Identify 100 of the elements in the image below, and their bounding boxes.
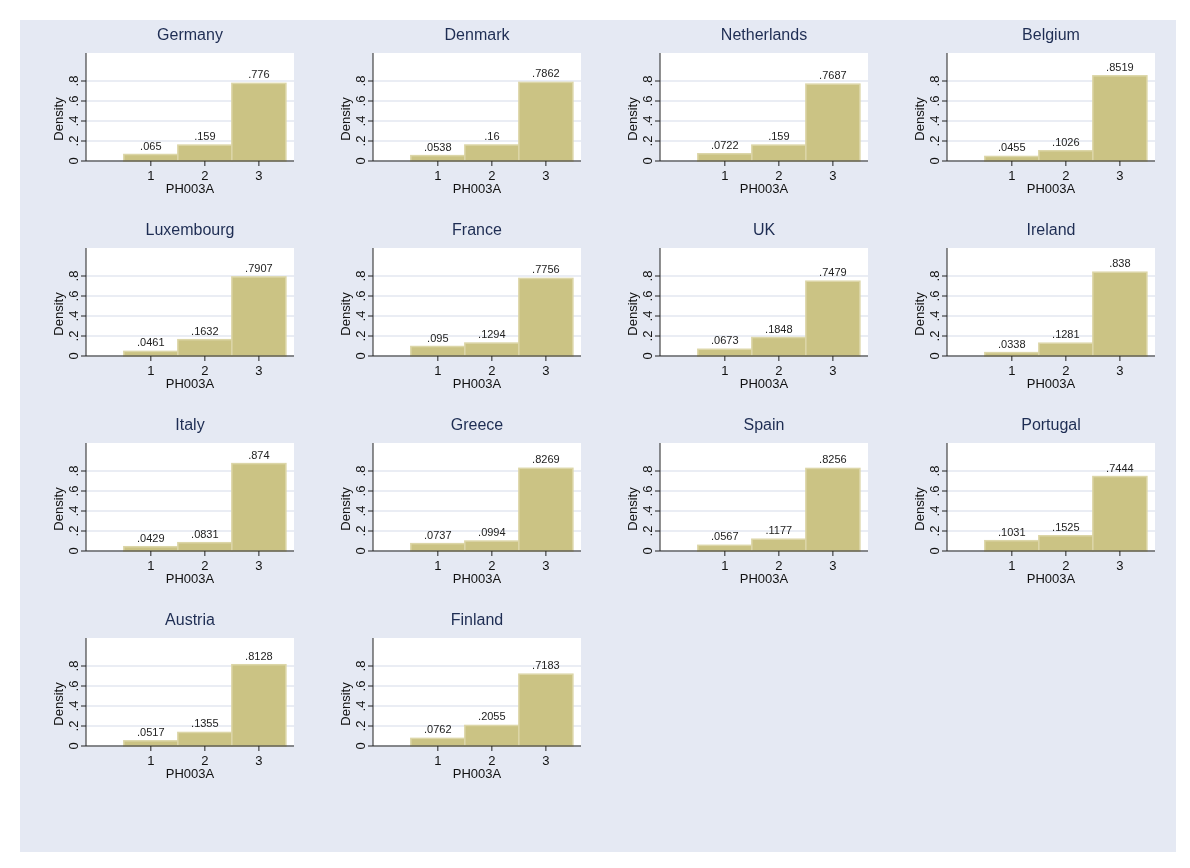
x-tick-label: 1 — [721, 168, 729, 183]
x-axis-title: PH003A — [1026, 571, 1076, 586]
y-tick-label: .2 — [927, 525, 942, 537]
y-tick-label: 0 — [927, 547, 942, 555]
y-tick-label: .6 — [927, 485, 942, 497]
x-tick-label: 3 — [1116, 363, 1124, 378]
chart-title: Belgium — [1022, 26, 1080, 43]
chart-title: Germany — [157, 26, 223, 43]
x-tick-label: 1 — [721, 558, 729, 573]
x-axis-title: PH003A — [452, 181, 502, 196]
data-label: .1848 — [765, 322, 793, 335]
data-label: .159 — [768, 130, 790, 143]
x-tick-label: 3 — [255, 168, 263, 183]
data-label: .7183 — [532, 659, 560, 672]
data-label: .2055 — [478, 710, 506, 723]
y-tick-label: .8 — [353, 75, 368, 87]
y-axis-title: Density — [338, 486, 353, 531]
data-label: .1525 — [1052, 520, 1080, 533]
x-axis-title: PH003A — [165, 376, 215, 391]
data-label: .0517 — [137, 725, 165, 738]
y-tick-label: .4 — [66, 505, 81, 517]
y-tick-label: .2 — [353, 720, 368, 732]
y-axis-title: Density — [51, 681, 66, 726]
x-axis-title: PH003A — [739, 376, 789, 391]
y-tick-label: 0 — [66, 547, 81, 555]
y-tick-label: 0 — [66, 157, 81, 165]
y-tick-label: .8 — [640, 270, 655, 282]
data-label: .0722 — [711, 138, 739, 151]
x-tick-label: 2 — [775, 558, 783, 573]
x-tick-label: 1 — [1008, 168, 1016, 183]
x-tick-label: 2 — [201, 363, 209, 378]
data-label: .1294 — [478, 328, 506, 341]
data-label: .8128 — [245, 649, 273, 662]
y-tick-label: 0 — [640, 547, 655, 555]
y-tick-label: .6 — [640, 485, 655, 497]
y-tick-label: 0 — [927, 157, 942, 165]
x-axis-title: PH003A — [452, 571, 502, 586]
y-tick-label: .8 — [66, 660, 81, 672]
chart-title: Portugal — [1021, 416, 1081, 433]
x-axis-title: PH003A — [452, 766, 502, 781]
x-tick-label: 1 — [434, 168, 442, 183]
data-label: .874 — [248, 448, 270, 461]
y-tick-label: .4 — [66, 115, 81, 127]
y-tick-label: .6 — [66, 680, 81, 692]
x-tick-label: 3 — [829, 363, 837, 378]
x-axis-title: PH003A — [739, 571, 789, 586]
y-tick-label: .8 — [353, 465, 368, 477]
x-tick-label: 2 — [201, 558, 209, 573]
x-tick-label: 1 — [1008, 558, 1016, 573]
x-tick-label: 2 — [1062, 363, 1070, 378]
data-label: .7756 — [532, 263, 560, 276]
y-tick-label: .4 — [927, 115, 942, 127]
data-label: .095 — [427, 331, 449, 344]
y-tick-label: .4 — [640, 505, 655, 517]
x-tick-label: 1 — [434, 753, 442, 768]
y-tick-label: .2 — [640, 135, 655, 147]
x-axis-title: PH003A — [1026, 376, 1076, 391]
chart-title: Greece — [450, 416, 504, 433]
y-tick-label: .8 — [353, 270, 368, 282]
y-axis-title: Density — [625, 96, 640, 141]
y-tick-label: 0 — [353, 352, 368, 360]
y-tick-label: .2 — [640, 330, 655, 342]
y-tick-label: .2 — [66, 330, 81, 342]
y-tick-label: .2 — [66, 525, 81, 537]
x-tick-label: 1 — [147, 753, 155, 768]
x-axis-title: PH003A — [165, 766, 215, 781]
y-tick-label: 0 — [927, 352, 942, 360]
y-tick-label: 0 — [640, 352, 655, 360]
y-tick-label: .4 — [353, 505, 368, 517]
y-tick-label: .4 — [66, 700, 81, 712]
y-axis-title: Density — [912, 291, 927, 336]
x-tick-label: 1 — [147, 168, 155, 183]
x-tick-label: 2 — [488, 168, 496, 183]
y-tick-label: .6 — [640, 95, 655, 107]
data-label: .1632 — [191, 324, 219, 337]
x-tick-label: 2 — [488, 363, 496, 378]
data-label: .8256 — [819, 453, 847, 466]
y-tick-label: .2 — [66, 135, 81, 147]
chart-title: Italy — [175, 416, 205, 433]
y-tick-label: 0 — [353, 157, 368, 165]
data-label: .7907 — [245, 261, 273, 274]
data-label: .1031 — [998, 525, 1026, 538]
x-tick-label: 1 — [147, 558, 155, 573]
data-label: .0762 — [424, 723, 452, 736]
x-axis-title: PH003A — [1026, 181, 1076, 196]
data-label: .0429 — [137, 531, 165, 544]
x-tick-label: 2 — [201, 168, 209, 183]
y-tick-label: .4 — [66, 310, 81, 322]
chart-title: Spain — [743, 416, 785, 433]
x-tick-label: 3 — [542, 168, 550, 183]
y-tick-label: .6 — [640, 290, 655, 302]
y-tick-label: .2 — [353, 135, 368, 147]
y-tick-label: .8 — [66, 75, 81, 87]
y-tick-label: .6 — [66, 290, 81, 302]
y-tick-label: .8 — [927, 270, 942, 282]
y-tick-label: .4 — [640, 115, 655, 127]
x-tick-label: 3 — [1116, 558, 1124, 573]
y-tick-label: .4 — [640, 310, 655, 322]
y-tick-label: .8 — [927, 465, 942, 477]
data-label: .1281 — [1052, 328, 1080, 341]
